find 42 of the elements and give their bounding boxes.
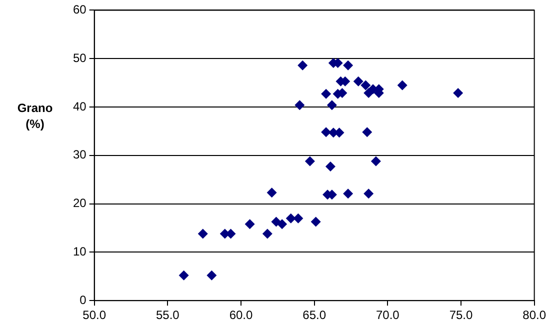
- point: [326, 100, 337, 110]
- point: [310, 216, 321, 227]
- point: [364, 188, 374, 199]
- point: [397, 80, 408, 90]
- point: [353, 76, 364, 86]
- point: [343, 60, 354, 70]
- point: [277, 219, 288, 230]
- y-tick-label: 20: [72, 196, 87, 210]
- point: [206, 270, 217, 280]
- point: [198, 228, 208, 239]
- point: [244, 219, 255, 230]
- x-tick-label: 60.0: [229, 308, 254, 322]
- y-tick-label: 40: [72, 99, 87, 114]
- y-tick-label: 50: [72, 50, 87, 65]
- point: [298, 60, 308, 70]
- y-tick-label: 60: [72, 2, 87, 17]
- x-tick-label: 50.0: [82, 308, 106, 322]
- y-tick-label: 30: [72, 148, 87, 162]
- point: [362, 127, 372, 138]
- y-axis-title: Grano (%): [16, 100, 54, 132]
- y-tick-label: 0: [80, 292, 87, 307]
- x-tick-label: 70.0: [376, 308, 400, 322]
- x-tick-label: 80.0: [522, 308, 546, 322]
- point: [178, 270, 189, 280]
- x-tick-label: 75.0: [449, 308, 473, 322]
- point: [266, 188, 277, 198]
- point: [321, 88, 332, 99]
- point: [294, 100, 305, 110]
- x-tick-label: 65.0: [302, 308, 326, 322]
- point: [286, 213, 296, 224]
- point: [293, 213, 304, 224]
- x-tick-label: 55.0: [156, 308, 180, 322]
- point: [304, 156, 315, 166]
- point: [321, 127, 332, 138]
- point: [343, 188, 354, 199]
- point: [262, 228, 272, 239]
- point: [325, 162, 336, 172]
- point: [370, 156, 381, 166]
- point: [271, 216, 282, 227]
- y-tick-label: 10: [72, 244, 87, 259]
- point: [360, 80, 371, 90]
- point: [453, 88, 464, 98]
